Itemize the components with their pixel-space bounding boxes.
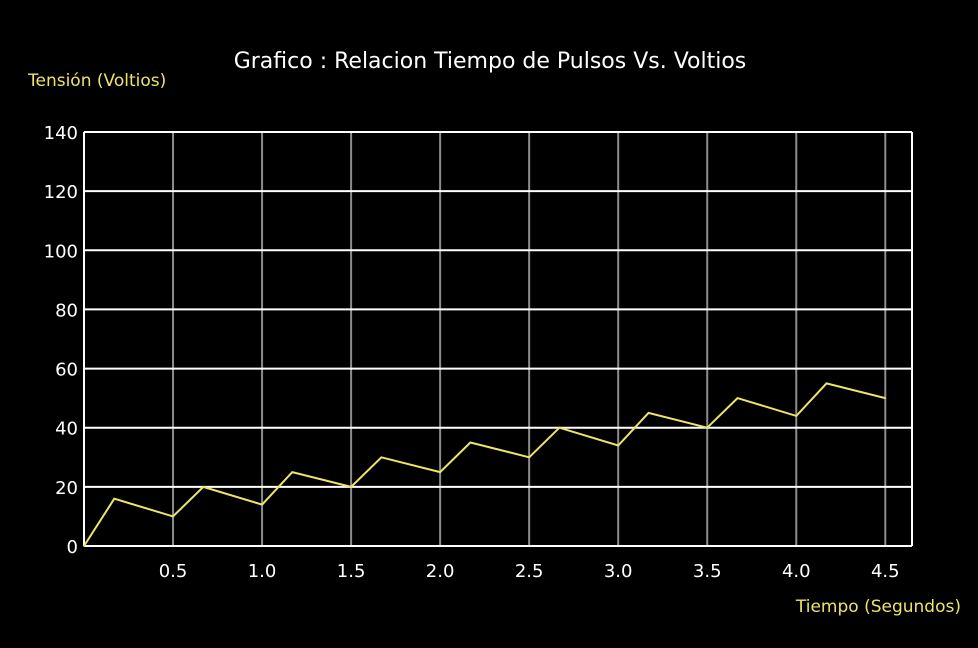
axes: [83, 132, 913, 547]
data-point: [83, 545, 85, 547]
x-tick-label: 2.5: [515, 561, 544, 582]
data-point: [884, 397, 887, 399]
data-point: [380, 456, 383, 459]
data-point: [558, 426, 561, 429]
y-axis-label: Tensión (Voltios): [27, 71, 166, 91]
y-tick-label: 140: [44, 123, 78, 144]
y-tick-label: 100: [44, 241, 78, 262]
series-line: [83, 382, 886, 547]
x-tick-label: 0.5: [159, 561, 188, 582]
y-tick-label: 40: [55, 419, 78, 440]
series-layer: [83, 382, 887, 547]
y-tick-label: 20: [55, 478, 78, 499]
y-tick-label: 60: [55, 360, 78, 381]
y-tick-label: 120: [44, 182, 78, 203]
data-point: [291, 471, 294, 473]
x-tick-label: 1.5: [337, 561, 366, 582]
data-point: [172, 515, 174, 518]
data-point: [617, 444, 619, 447]
data-point: [439, 471, 441, 473]
data-point: [528, 456, 530, 459]
y-tick-label: 0: [67, 537, 78, 558]
grid: [84, 131, 912, 547]
x-tick-label: 3.5: [693, 561, 722, 582]
y-tick-label: 80: [55, 300, 78, 321]
data-point: [113, 497, 116, 500]
data-point: [647, 412, 650, 414]
tick-labels: 0.5 1.0 1.5 2.0 2.5 3.0 3.5 4.0 4.5 0 20 40 60 80 100 1…: [44, 123, 900, 582]
data-point: [261, 503, 263, 506]
x-tick-label: 3.0: [604, 561, 633, 582]
x-tick-label: 2.0: [426, 561, 455, 582]
data-point: [706, 426, 709, 429]
x-tick-label: 1.0: [248, 561, 277, 582]
data-point: [795, 415, 798, 417]
x-tick-label: 4.0: [782, 561, 811, 582]
data-point: [350, 486, 352, 488]
x-tick-label: 4.5: [871, 561, 900, 582]
data-point: [736, 397, 739, 399]
x-axis-label: Tiempo (Segundos): [795, 597, 961, 617]
data-point: [469, 441, 472, 444]
data-point: [825, 382, 828, 385]
data-point: [202, 486, 205, 488]
chart-title: Grafico : Relacion Tiempo de Pulsos Vs. …: [234, 49, 747, 74]
